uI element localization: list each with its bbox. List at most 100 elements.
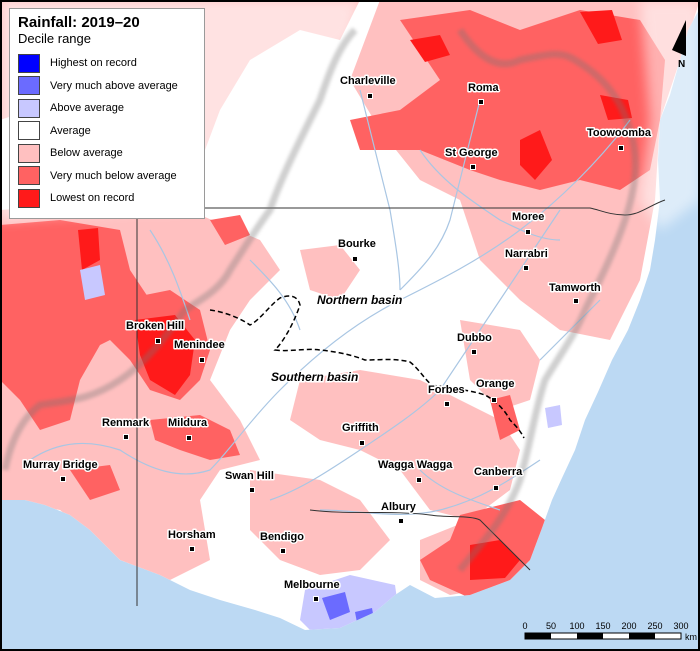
city-label: Toowoomba [587, 127, 652, 139]
city-label: Wagga Wagga [378, 459, 453, 471]
scale-tick-label: 50 [546, 621, 556, 631]
legend-subtitle: Decile range [18, 31, 91, 46]
basin-outline [1, 27, 639, 573]
city-marker [523, 265, 529, 271]
city-marker [471, 349, 477, 355]
legend-item: Average [18, 120, 196, 143]
legend-label: Very much above average [50, 79, 178, 92]
legend-swatch [18, 98, 40, 118]
city: Murray Bridge [22, 458, 99, 482]
city-label: Bendigo [260, 531, 304, 543]
scale-tick-label: 300 [673, 621, 688, 631]
city-marker [491, 397, 497, 403]
city-label: Forbes [428, 384, 465, 396]
legend-item: Above average [18, 97, 196, 120]
city-label: Murray Bridge [23, 459, 98, 471]
legend-label: Below average [50, 147, 123, 160]
basin-boundary [209, 295, 525, 439]
city-label: Griffith [342, 422, 379, 434]
city: Renmark [101, 416, 151, 440]
north-arrow: N [672, 20, 686, 70]
city-marker [618, 145, 624, 151]
city: Narrabri [504, 247, 549, 271]
city-label: St George [445, 147, 498, 159]
city: Forbes [427, 383, 466, 407]
scale-tick-label: 200 [621, 621, 636, 631]
legend-title: Rainfall: 2019–20 [18, 14, 140, 31]
city-marker [478, 99, 484, 105]
city-label: Broken Hill [126, 320, 184, 332]
legend-item: Very much above average [18, 75, 196, 98]
city: Wagga Wagga [377, 458, 455, 483]
legend-swatch [18, 76, 40, 96]
city-marker [352, 256, 358, 262]
city-label: Roma [468, 82, 499, 94]
north-label: N [678, 59, 685, 70]
city: Dubbo [456, 331, 494, 355]
city-marker [155, 338, 161, 344]
city-marker [525, 229, 531, 235]
legend-label: Average [50, 124, 91, 137]
city: Roma [467, 81, 501, 105]
city-label: Charleville [340, 75, 396, 87]
city-label: Swan Hill [225, 470, 274, 482]
city: Bourke [337, 237, 377, 262]
scale-tick-label: 150 [595, 621, 610, 631]
legend-swatch [18, 121, 40, 141]
city-marker [493, 485, 499, 491]
legend-item: Very much below average [18, 165, 196, 188]
city-label: Bourke [338, 238, 376, 250]
city-label: Melbourne [284, 579, 340, 591]
legend-item: Below average [18, 142, 196, 165]
city-label: Horsham [168, 529, 216, 541]
city-label: Moree [512, 211, 544, 223]
legend-label: Lowest on record [50, 192, 135, 205]
city-marker [186, 435, 192, 441]
city: Tamworth [548, 281, 603, 304]
legend: Rainfall: 2019–20 Decile range Highest o… [9, 8, 205, 219]
legend-swatch [18, 143, 40, 163]
city: Albury [380, 500, 418, 524]
city-marker [199, 357, 205, 363]
city: Menindee [173, 338, 226, 363]
scale-bar: 0 50 100 150 200 250 300 km [522, 621, 697, 642]
city-label: Renmark [102, 417, 150, 429]
legend-label: Highest on record [50, 57, 137, 70]
city: Griffith [341, 421, 380, 446]
city-label: Mildura [168, 417, 208, 429]
city-marker [416, 477, 422, 483]
city: Melbourne [283, 578, 341, 602]
city: Horsham [167, 528, 217, 552]
city: Swan Hill [224, 469, 275, 493]
legend-swatch [18, 53, 40, 73]
city-label: Tamworth [549, 282, 601, 294]
city-label: Dubbo [457, 332, 492, 344]
city-label: Albury [381, 501, 417, 513]
northern-basin-label: Northern basin [317, 293, 402, 307]
city-marker [123, 434, 129, 440]
scale-tick-label: 100 [569, 621, 584, 631]
city-label: Narrabri [505, 248, 548, 260]
rivers [29, 89, 631, 516]
city-label: Orange [476, 378, 515, 390]
city-marker [367, 93, 373, 99]
legend-item: Highest on record [18, 52, 196, 75]
city: Mildura [167, 416, 209, 441]
city: Broken Hill [125, 319, 186, 344]
city-marker [359, 440, 365, 446]
city: Moree [511, 210, 546, 235]
southern-basin-label: Southern basin [271, 370, 358, 384]
scale-tick-label: 250 [647, 621, 662, 631]
city-label: Menindee [174, 339, 225, 351]
city-marker [280, 548, 286, 554]
city-marker [313, 596, 319, 602]
city: Toowoomba [586, 126, 653, 151]
legend-item: Lowest on record [18, 187, 196, 210]
city-marker [249, 487, 255, 493]
city-marker [470, 164, 476, 170]
city-marker [60, 476, 66, 482]
city: Charleville [339, 74, 397, 99]
scale-unit: km [685, 632, 697, 642]
